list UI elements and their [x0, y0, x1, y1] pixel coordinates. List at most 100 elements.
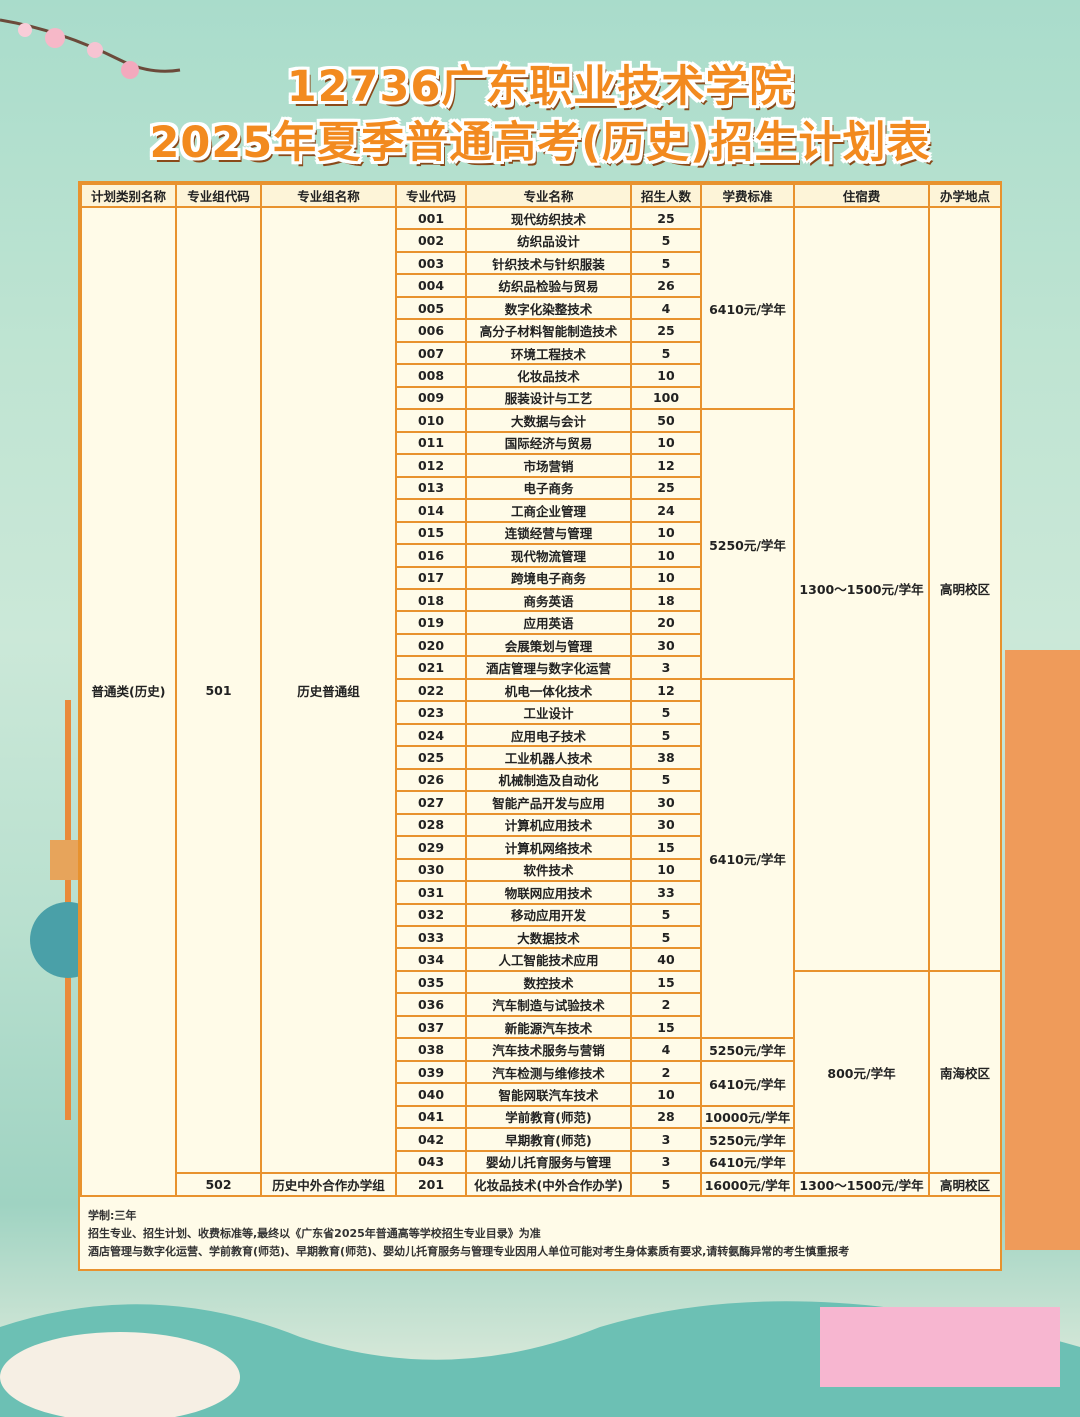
major-name-cell: 电子商务 [465, 475, 632, 501]
major-name-cell: 环境工程技术 [465, 340, 632, 366]
note-health-requirement: 酒店管理与数字化运营、学前教育(师范)、早期教育(师范)、婴幼儿托育服务与管理专… [88, 1244, 850, 1258]
major-code-cell: 034 [395, 947, 467, 972]
enrollment-count-cell: 5 [630, 340, 702, 366]
tuition-cell: 6410元/学年 [700, 205, 795, 411]
note-final-catalog: 招生专业、招生计划、收费标准等,最终以《广东省2025年普通高等学校招生专业目录… [88, 1226, 541, 1240]
column-header: 学费标准 [700, 183, 795, 208]
tuition-cell: 5250元/学年 [700, 1037, 795, 1062]
title-line-2: 2025年夏季普通高考(历史)招生计划表 [149, 118, 931, 168]
group502-dorm-cell: 1300～1500元/学年 [793, 1172, 930, 1197]
enrollment-count-cell: 10 [630, 543, 702, 568]
major-name-cell: 工业机器人技术 [465, 745, 632, 770]
major-code-cell: 040 [395, 1082, 467, 1107]
enrollment-count-cell: 15 [630, 835, 702, 860]
table-row: 015 连锁经营与管理 10 [81, 520, 1001, 546]
enrollment-count-cell: 5 [630, 767, 702, 793]
major-name-cell: 移动应用开发 [465, 902, 632, 928]
major-name-cell: 智能产品开发与应用 [465, 790, 632, 815]
table-row: 020 会展策划与管理 30 [81, 632, 1001, 658]
enrollment-count-cell: 100 [630, 385, 702, 411]
column-header: 计划类别名称 [80, 183, 177, 208]
table-row: 017 跨境电子商务 10 [81, 565, 1001, 590]
major-code-cell: 036 [395, 992, 467, 1017]
major-code-cell: 030 [395, 857, 467, 883]
plan-category-cell [80, 1173, 177, 1197]
enrollment-count-cell: 25 [630, 475, 702, 501]
enrollment-count-cell: 4 [630, 295, 702, 321]
major-code-cell: 007 [395, 340, 467, 366]
major-code-cell: 041 [395, 1104, 467, 1130]
enrollment-count-cell: 30 [630, 790, 702, 815]
major-code-cell: 039 [395, 1059, 467, 1085]
enrollment-count-cell: 3 [630, 655, 702, 680]
enrollment-count-cell: 10 [630, 520, 702, 546]
enrollment-count-cell: 26 [630, 273, 702, 298]
tuition-cell: 5250元/学年 [700, 408, 795, 680]
major-code-cell: 013 [395, 475, 467, 501]
enrollment-count-cell: 10 [630, 857, 702, 883]
group-name-cell: 历史普通组 [260, 205, 397, 1175]
major-name-cell: 计算机网络技术 [465, 835, 632, 860]
enrollment-count-cell: 10 [630, 565, 702, 590]
major-code-cell: 012 [395, 453, 467, 478]
table-row: 030 软件技术 10 [81, 857, 1001, 883]
enrollment-count-cell: 10 [630, 1082, 702, 1107]
enrollment-count-cell: 20 [630, 610, 702, 635]
table-row: 027 智能产品开发与应用 30 [81, 790, 1001, 815]
major-name-cell: 酒店管理与数字化运营 [465, 655, 632, 680]
table-row: 016 现代物流管理 10 [81, 543, 1001, 568]
major-code-cell: 014 [395, 498, 467, 523]
table-row: 004 纺织品检验与贸易 26 [81, 273, 1001, 298]
enrollment-plan-table: 计划类别名称 专业组代码 专业组名称 专业代码 专业名称 招生人数 学费标准 住宿费 办学地点 … [80, 183, 1002, 1197]
major-name-cell: 国际经济与贸易 [465, 430, 632, 456]
column-header: 住宿费 [793, 183, 930, 208]
enrollment-count-cell: 15 [630, 969, 702, 995]
table-row: 034 人工智能技术应用 40 [81, 947, 1001, 972]
major-code-cell: 043 [395, 1149, 467, 1175]
enrollment-count-cell: 5 [630, 722, 702, 748]
major-code-cell: 016 [395, 543, 467, 568]
table-row: 025 工业机器人技术 38 [81, 745, 1001, 770]
table-row: 031 物联网应用技术 33 [81, 880, 1001, 905]
major-code-cell: 010 [395, 408, 467, 433]
enrollment-count-cell: 30 [630, 632, 702, 658]
major-name-cell: 物联网应用技术 [465, 880, 632, 905]
enrollment-count-cell: 33 [630, 880, 702, 905]
table-row: 012 市场营销 12 [81, 453, 1001, 478]
tuition-cell: 6410元/学年 [700, 1059, 795, 1107]
table-row: 006 高分子材料智能制造技术 25 [81, 318, 1001, 343]
enrollment-count-cell: 3 [630, 1149, 702, 1175]
major-code-cell: 005 [395, 295, 467, 321]
enrollment-count-cell: 3 [630, 1127, 702, 1152]
major-name-cell: 应用电子技术 [465, 722, 632, 748]
major-name-cell: 工业设计 [465, 700, 632, 725]
enrollment-count-cell: 50 [630, 408, 702, 433]
major-name-cell: 针织技术与针织服装 [465, 250, 632, 276]
major-name-cell: 学前教育(师范) [465, 1104, 632, 1130]
major-code-cell: 011 [395, 430, 467, 456]
enrollment-count-cell: 5 [630, 700, 702, 725]
major-code-cell: 006 [395, 318, 467, 343]
major-name-cell: 机械制造及自动化 [465, 767, 632, 793]
major-code-cell: 002 [395, 228, 467, 253]
table-row: 035 数控技术 15 800元/学年 南海校区 [81, 969, 1002, 1175]
group502-count-cell: 5 [630, 1172, 702, 1197]
enrollment-count-cell: 25 [630, 318, 702, 343]
table-row: 022 机电一体化技术 12 6410元/学年 [81, 677, 1001, 1040]
table-row: 029 计算机网络技术 15 [81, 835, 1001, 860]
enrollment-count-cell: 5 [630, 250, 702, 276]
major-code-cell: 032 [395, 902, 467, 928]
major-name-cell: 化妆品技术 [465, 363, 632, 388]
major-name-cell: 现代纺织技术 [465, 205, 632, 231]
major-code-cell: 042 [395, 1127, 467, 1152]
major-code-cell: 028 [395, 812, 467, 838]
major-name-cell: 会展策划与管理 [465, 632, 632, 658]
major-name-cell: 汽车检测与维修技术 [465, 1059, 632, 1085]
enrollment-count-cell: 40 [630, 947, 702, 972]
campus-cell: 南海校区 [928, 969, 1002, 1175]
table-row: 036 汽车制造与试验技术 2 [81, 992, 1001, 1017]
enrollment-count-cell: 18 [630, 587, 702, 613]
table-row: 028 计算机应用技术 30 [81, 812, 1001, 838]
tuition-cell: 10000元/学年 [700, 1104, 795, 1130]
major-code-cell: 027 [395, 790, 467, 815]
